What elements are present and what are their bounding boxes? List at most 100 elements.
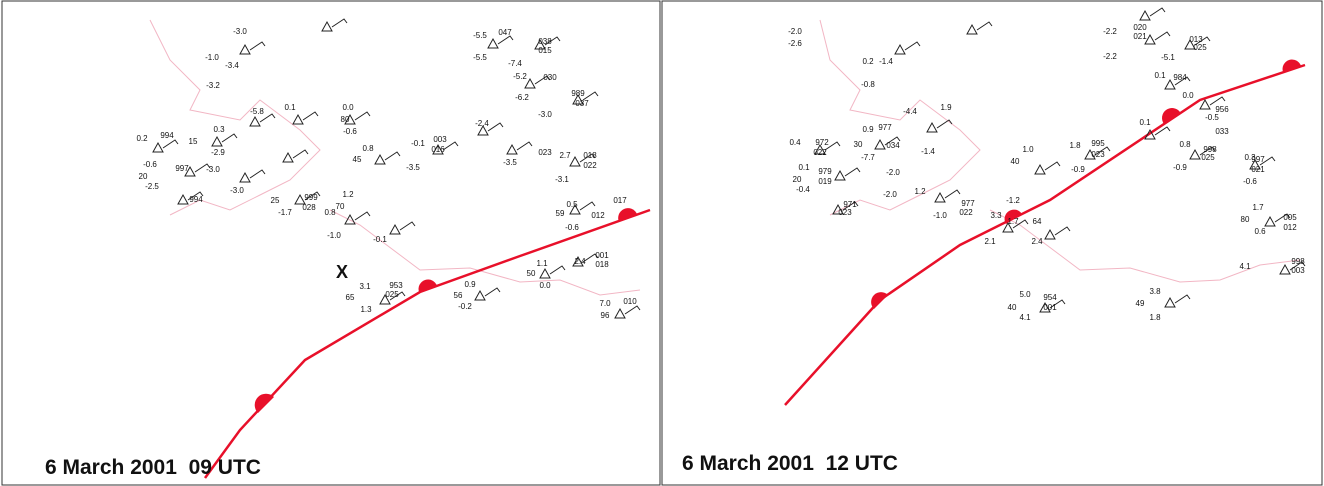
station-value: 023	[838, 208, 852, 217]
station-value: -7.4	[508, 59, 522, 68]
map-caption: 6 March 2001 09 UTC	[45, 456, 261, 479]
station-value: 0.2	[862, 57, 874, 66]
station-value: 025	[385, 290, 399, 299]
station-value: -0.6	[1243, 177, 1257, 186]
station-value: 1.9	[940, 103, 952, 112]
station-value: -0.1	[411, 139, 425, 148]
station-value: -3.5	[503, 158, 517, 167]
station-value: 64	[1033, 217, 1042, 226]
station-value: 0.6	[1254, 227, 1266, 236]
station-value: 989	[571, 89, 585, 98]
station-value: 047	[498, 28, 512, 37]
station-value: 994	[189, 195, 203, 204]
station-value: 4.1	[1239, 262, 1251, 271]
station-value: 0.3	[213, 125, 225, 134]
station-value: 953	[389, 281, 403, 290]
station-value: 40	[1011, 157, 1020, 166]
station-value: 025	[1201, 153, 1215, 162]
station-value: 3.1	[359, 282, 371, 291]
station-value: 016	[431, 145, 445, 154]
station-value: 2.4	[574, 257, 586, 266]
station-value: -1.2	[1006, 196, 1020, 205]
station-value: -1.4	[921, 147, 935, 156]
station-value: 021	[1133, 32, 1147, 41]
station-value: 40	[1008, 303, 1017, 312]
station-value: -3.0	[538, 110, 552, 119]
station-value: 0.0	[539, 281, 551, 290]
station-value: 021	[1251, 165, 1265, 174]
station-value: -2.0	[883, 190, 897, 199]
station-value: 971	[843, 200, 857, 209]
station-value: 998	[1291, 257, 1305, 266]
station-value: 022	[583, 161, 597, 170]
station-value: -3.4	[225, 61, 239, 70]
station-value: -3.0	[230, 186, 244, 195]
station-value: -1.0	[205, 53, 219, 62]
station-value: 4.1	[1019, 313, 1031, 322]
station-value: 1.7	[1007, 217, 1019, 226]
station-value: -0.1	[373, 235, 387, 244]
station-value: 001	[595, 251, 609, 260]
station-value: 025	[1193, 43, 1207, 52]
station-value: 1.8	[1069, 141, 1081, 150]
station-value: -1.0	[327, 231, 341, 240]
station-value: 028	[302, 203, 316, 212]
station-value: 030	[543, 73, 557, 82]
weather-maps: 6 March 2001 09 UTC 6 March 2001 12 UTC …	[0, 0, 1324, 486]
station-value: 0.9	[862, 125, 874, 134]
station-value: -5.8	[250, 107, 264, 116]
station-value: 972	[815, 138, 829, 147]
station-value: -3.0	[233, 27, 247, 36]
station-value: 003	[433, 135, 447, 144]
station-value: 5.0	[1019, 290, 1031, 299]
station-value: 0.8	[1179, 140, 1191, 149]
station-value: 997	[1251, 155, 1265, 164]
station-value: 020	[1133, 23, 1147, 32]
station-value: -5.1	[1161, 53, 1175, 62]
station-value: 70	[336, 202, 345, 211]
station-value: 0.1	[1154, 71, 1166, 80]
station-value: 96	[601, 311, 610, 320]
station-value: 3.3	[990, 211, 1002, 220]
station-value: 038	[538, 37, 552, 46]
station-value: 0.8	[362, 144, 374, 153]
station-value: 20	[139, 172, 148, 181]
station-value: 1.7	[1252, 203, 1264, 212]
station-value: 0.9	[464, 280, 476, 289]
station-value: 0.1	[1139, 118, 1151, 127]
station-value: 019	[818, 177, 832, 186]
station-value: -3.5	[406, 163, 420, 172]
station-value: 023	[538, 148, 552, 157]
station-value: 018	[595, 260, 609, 269]
station-value: 3.8	[1149, 287, 1161, 296]
station-value: 034	[886, 141, 900, 150]
station-value: 997	[175, 164, 189, 173]
station-value: -0.2	[458, 302, 472, 311]
station-value: 65	[346, 293, 355, 302]
station-value: -2.2	[1103, 52, 1117, 61]
station-value: 023	[1091, 150, 1105, 159]
station-value: -2.2	[1103, 27, 1117, 36]
station-value: 005	[1283, 213, 1297, 222]
station-value: 0.2	[136, 134, 148, 143]
station-value: 15	[189, 137, 198, 146]
station-value: -0.9	[1071, 165, 1085, 174]
station-value: 003	[1291, 266, 1305, 275]
station-value: 977	[961, 199, 975, 208]
station-value: 7.0	[599, 299, 611, 308]
station-value: 022	[813, 148, 827, 157]
station-value: -0.9	[1173, 163, 1187, 172]
station-value: -0.6	[143, 160, 157, 169]
station-value: 984	[1173, 73, 1187, 82]
station-value: 022	[959, 208, 973, 217]
station-value: 012	[591, 211, 605, 220]
station-value: 25	[271, 196, 280, 205]
station-value: 1.3	[360, 305, 372, 314]
station-value: -1.0	[933, 211, 947, 220]
station-value: 2.1	[984, 237, 996, 246]
station-value: 1.8	[1149, 313, 1161, 322]
station-value: 0.1	[798, 163, 810, 172]
map-caption: 6 March 2001 12 UTC	[682, 452, 898, 475]
station-value: 010	[623, 297, 637, 306]
station-value: -1.7	[278, 208, 292, 217]
